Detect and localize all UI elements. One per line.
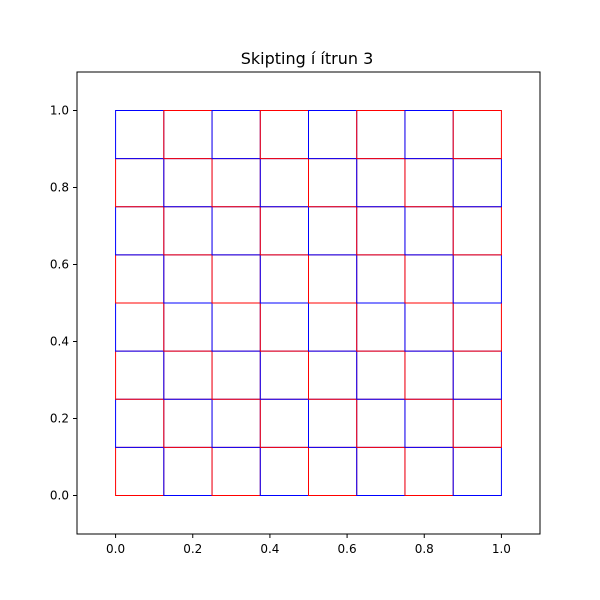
partition-cell: [356, 398, 406, 448]
partition-cell: [452, 110, 502, 160]
partition-cell: [115, 398, 165, 448]
partition-cell: [115, 302, 165, 352]
partition-cell: [452, 302, 502, 352]
partition-cell: [163, 350, 213, 400]
partition-cell: [115, 350, 165, 400]
partition-cell: [163, 302, 213, 352]
partition-cell: [211, 350, 261, 400]
partition-cell: [404, 446, 454, 496]
y-tick-label: 1.0: [50, 104, 69, 118]
partition-cell: [452, 254, 502, 304]
partition-cell: [163, 446, 213, 496]
partition-cell: [452, 158, 502, 208]
partition-cells: [115, 110, 502, 496]
partition-cell: [163, 206, 213, 256]
partition-cell: [308, 398, 358, 448]
partition-cell: [452, 206, 502, 256]
x-tick-label: 0.0: [106, 542, 125, 556]
partition-cell: [259, 254, 310, 304]
partition-cell: [259, 302, 310, 352]
partition-cell: [259, 446, 310, 496]
y-tick-label: 0.2: [50, 412, 69, 426]
partition-cell: [452, 446, 502, 496]
partition-cell: [356, 302, 406, 352]
partition-cell: [211, 206, 261, 256]
y-axis-ticks: 0.0 0.2 0.4 0.6 0.8 1.0: [50, 104, 77, 503]
y-tick-label: 0.8: [50, 181, 69, 195]
x-tick-label: 0.8: [415, 542, 434, 556]
axes-frame: [76, 71, 541, 535]
partition-cell: [308, 446, 358, 496]
partition-cell: [211, 110, 261, 160]
partition-cell: [163, 158, 213, 208]
x-tick-label: 1.0: [492, 542, 511, 556]
partition-cell: [404, 302, 454, 352]
partition-cell: [259, 158, 310, 208]
partition-cell: [211, 446, 261, 496]
partition-cell: [308, 206, 358, 256]
partition-cell: [404, 110, 454, 160]
partition-cell: [115, 206, 165, 256]
partition-cell: [452, 350, 502, 400]
partition-cell: [211, 158, 261, 208]
partition-cell: [452, 398, 502, 448]
partition-cell: [259, 398, 310, 448]
x-tick-label: 0.6: [338, 542, 357, 556]
partition-cell: [404, 254, 454, 304]
y-tick-label: 0.4: [50, 335, 69, 349]
chart-title: Skipting í ítrun 3: [241, 49, 374, 68]
partition-cell: [308, 254, 358, 304]
partition-cell: [115, 110, 165, 160]
partition-cell: [115, 254, 165, 304]
partition-cell: [356, 110, 406, 160]
partition-cell: [404, 350, 454, 400]
partition-cell: [163, 398, 213, 448]
partition-cell: [404, 206, 454, 256]
partition-cell: [211, 254, 261, 304]
x-axis-ticks: 0.0 0.2 0.4 0.6 0.8 1.0: [106, 534, 511, 556]
y-tick-label: 0.0: [50, 489, 69, 503]
y-tick-label: 0.6: [50, 258, 69, 272]
x-tick-label: 0.4: [260, 542, 279, 556]
partition-cell: [259, 110, 310, 160]
partition-cell: [356, 446, 406, 496]
partition-cell: [163, 254, 213, 304]
partition-cell: [259, 206, 310, 256]
partition-cell: [308, 302, 358, 352]
partition-cell: [308, 350, 358, 400]
partition-cell: [115, 446, 165, 496]
partition-cell: [163, 110, 213, 160]
partition-cell: [356, 206, 406, 256]
partition-cell: [259, 350, 310, 400]
partition-cell: [356, 158, 406, 208]
partition-cell: [115, 158, 165, 208]
partition-cell: [404, 158, 454, 208]
x-tick-label: 0.2: [183, 542, 202, 556]
partition-cell: [356, 350, 406, 400]
partition-cell: [211, 398, 261, 448]
partition-cell: [211, 302, 261, 352]
partition-cell: [308, 158, 358, 208]
partition-cell: [404, 398, 454, 448]
partition-cell: [356, 254, 406, 304]
partition-cell: [308, 110, 358, 160]
